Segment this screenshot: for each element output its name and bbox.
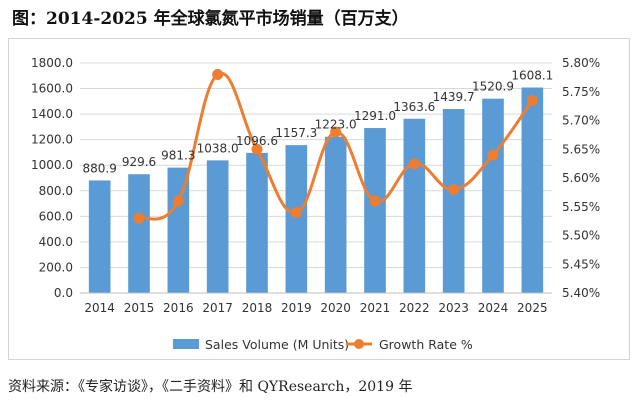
growth-point bbox=[133, 212, 145, 224]
y2-tick-label: 5.40% bbox=[562, 286, 600, 300]
growth-point bbox=[172, 195, 184, 207]
x-tick-label: 2023 bbox=[438, 301, 469, 315]
chart-frame bbox=[8, 38, 630, 360]
growth-point bbox=[487, 149, 499, 161]
y2-tick-label: 5.50% bbox=[562, 229, 600, 243]
x-tick-label: 2020 bbox=[320, 301, 351, 315]
growth-point bbox=[251, 143, 263, 155]
y-tick-label: 0.0 bbox=[54, 286, 73, 300]
bar-data-label: 929.6 bbox=[122, 155, 156, 169]
x-tick-label: 2015 bbox=[124, 301, 155, 315]
x-tick-label: 2018 bbox=[242, 301, 273, 315]
y-tick-label: 1000.0 bbox=[31, 158, 73, 172]
bar bbox=[521, 87, 544, 293]
legend-label-line: Growth Rate % bbox=[379, 337, 473, 352]
bar bbox=[442, 109, 465, 293]
growth-point bbox=[290, 207, 302, 218]
legend-label-bar: Sales Volume (M Units) bbox=[205, 337, 349, 352]
bar-data-label: 981.3 bbox=[161, 149, 195, 163]
y2-tick-label: 5.80% bbox=[562, 56, 600, 70]
x-tick-label: 2024 bbox=[478, 301, 509, 315]
bar-data-label: 1439.7 bbox=[433, 90, 475, 104]
bar-data-label: 1223.0 bbox=[315, 118, 357, 132]
bar-data-label: 1291.0 bbox=[354, 109, 396, 123]
bar-data-label: 1096.6 bbox=[236, 134, 278, 148]
y2-tick-label: 5.65% bbox=[562, 142, 600, 156]
bar bbox=[88, 180, 111, 293]
bar bbox=[403, 118, 426, 293]
y-tick-label: 800.0 bbox=[39, 184, 73, 198]
x-tick-label: 2017 bbox=[202, 301, 233, 315]
bar-data-label: 1157.3 bbox=[275, 126, 317, 140]
bar-data-label: 1520.9 bbox=[472, 80, 514, 94]
y2-tick-label: 5.70% bbox=[562, 114, 600, 128]
y-tick-label: 1600.0 bbox=[31, 82, 73, 96]
y2-tick-label: 5.45% bbox=[562, 257, 600, 271]
growth-point bbox=[330, 126, 342, 138]
bar bbox=[206, 160, 229, 293]
growth-point bbox=[526, 94, 538, 106]
bar bbox=[246, 152, 268, 293]
x-tick-label: 2016 bbox=[163, 301, 194, 315]
growth-point bbox=[408, 158, 420, 170]
x-tick-label: 2014 bbox=[84, 301, 115, 315]
x-tick-label: 2025 bbox=[517, 301, 548, 315]
y2-tick-label: 5.55% bbox=[562, 200, 600, 214]
chart: 0.0 200.0 400.0 600.0 800.0 1000.0 1200.0 1400.… bbox=[31, 56, 600, 352]
y-tick-label: 1800.0 bbox=[31, 56, 73, 70]
bar bbox=[128, 174, 150, 293]
bar bbox=[285, 145, 308, 293]
y2-tick-label: 5.75% bbox=[562, 85, 600, 99]
y-tick-label: 1200.0 bbox=[31, 133, 73, 147]
y2-tick-label: 5.60% bbox=[562, 171, 600, 185]
x-tick-label: 2021 bbox=[360, 301, 391, 315]
growth-point bbox=[369, 195, 381, 207]
x-tick-label: 2022 bbox=[399, 301, 430, 315]
growth-point bbox=[212, 69, 224, 80]
source-note: 资料来源：《专家访谈》，《二手资料》和 QYResearch，2019 年 bbox=[8, 379, 413, 395]
bar-data-label: 1363.6 bbox=[393, 100, 435, 114]
bar-data-label: 880.9 bbox=[82, 161, 116, 175]
y-tick-label: 200.0 bbox=[39, 260, 73, 274]
y-tick-label: 600.0 bbox=[39, 209, 73, 223]
y-tick-label: 400.0 bbox=[39, 235, 73, 249]
bar-data-label: 1608.1 bbox=[511, 69, 553, 83]
bar-data-label: 1038.0 bbox=[197, 141, 239, 155]
y-tick-label: 1400.0 bbox=[31, 107, 73, 121]
bar bbox=[364, 128, 386, 293]
x-tick-label: 2019 bbox=[281, 301, 312, 315]
legend-marker-line bbox=[354, 339, 364, 349]
bar bbox=[167, 167, 190, 293]
chart-title: 图：2014-2025 年全球氯氮平市场销量（百万支） bbox=[12, 9, 409, 29]
growth-point bbox=[448, 184, 460, 195]
bar bbox=[324, 136, 347, 293]
bar bbox=[482, 98, 504, 293]
legend-swatch-bar bbox=[173, 339, 199, 349]
